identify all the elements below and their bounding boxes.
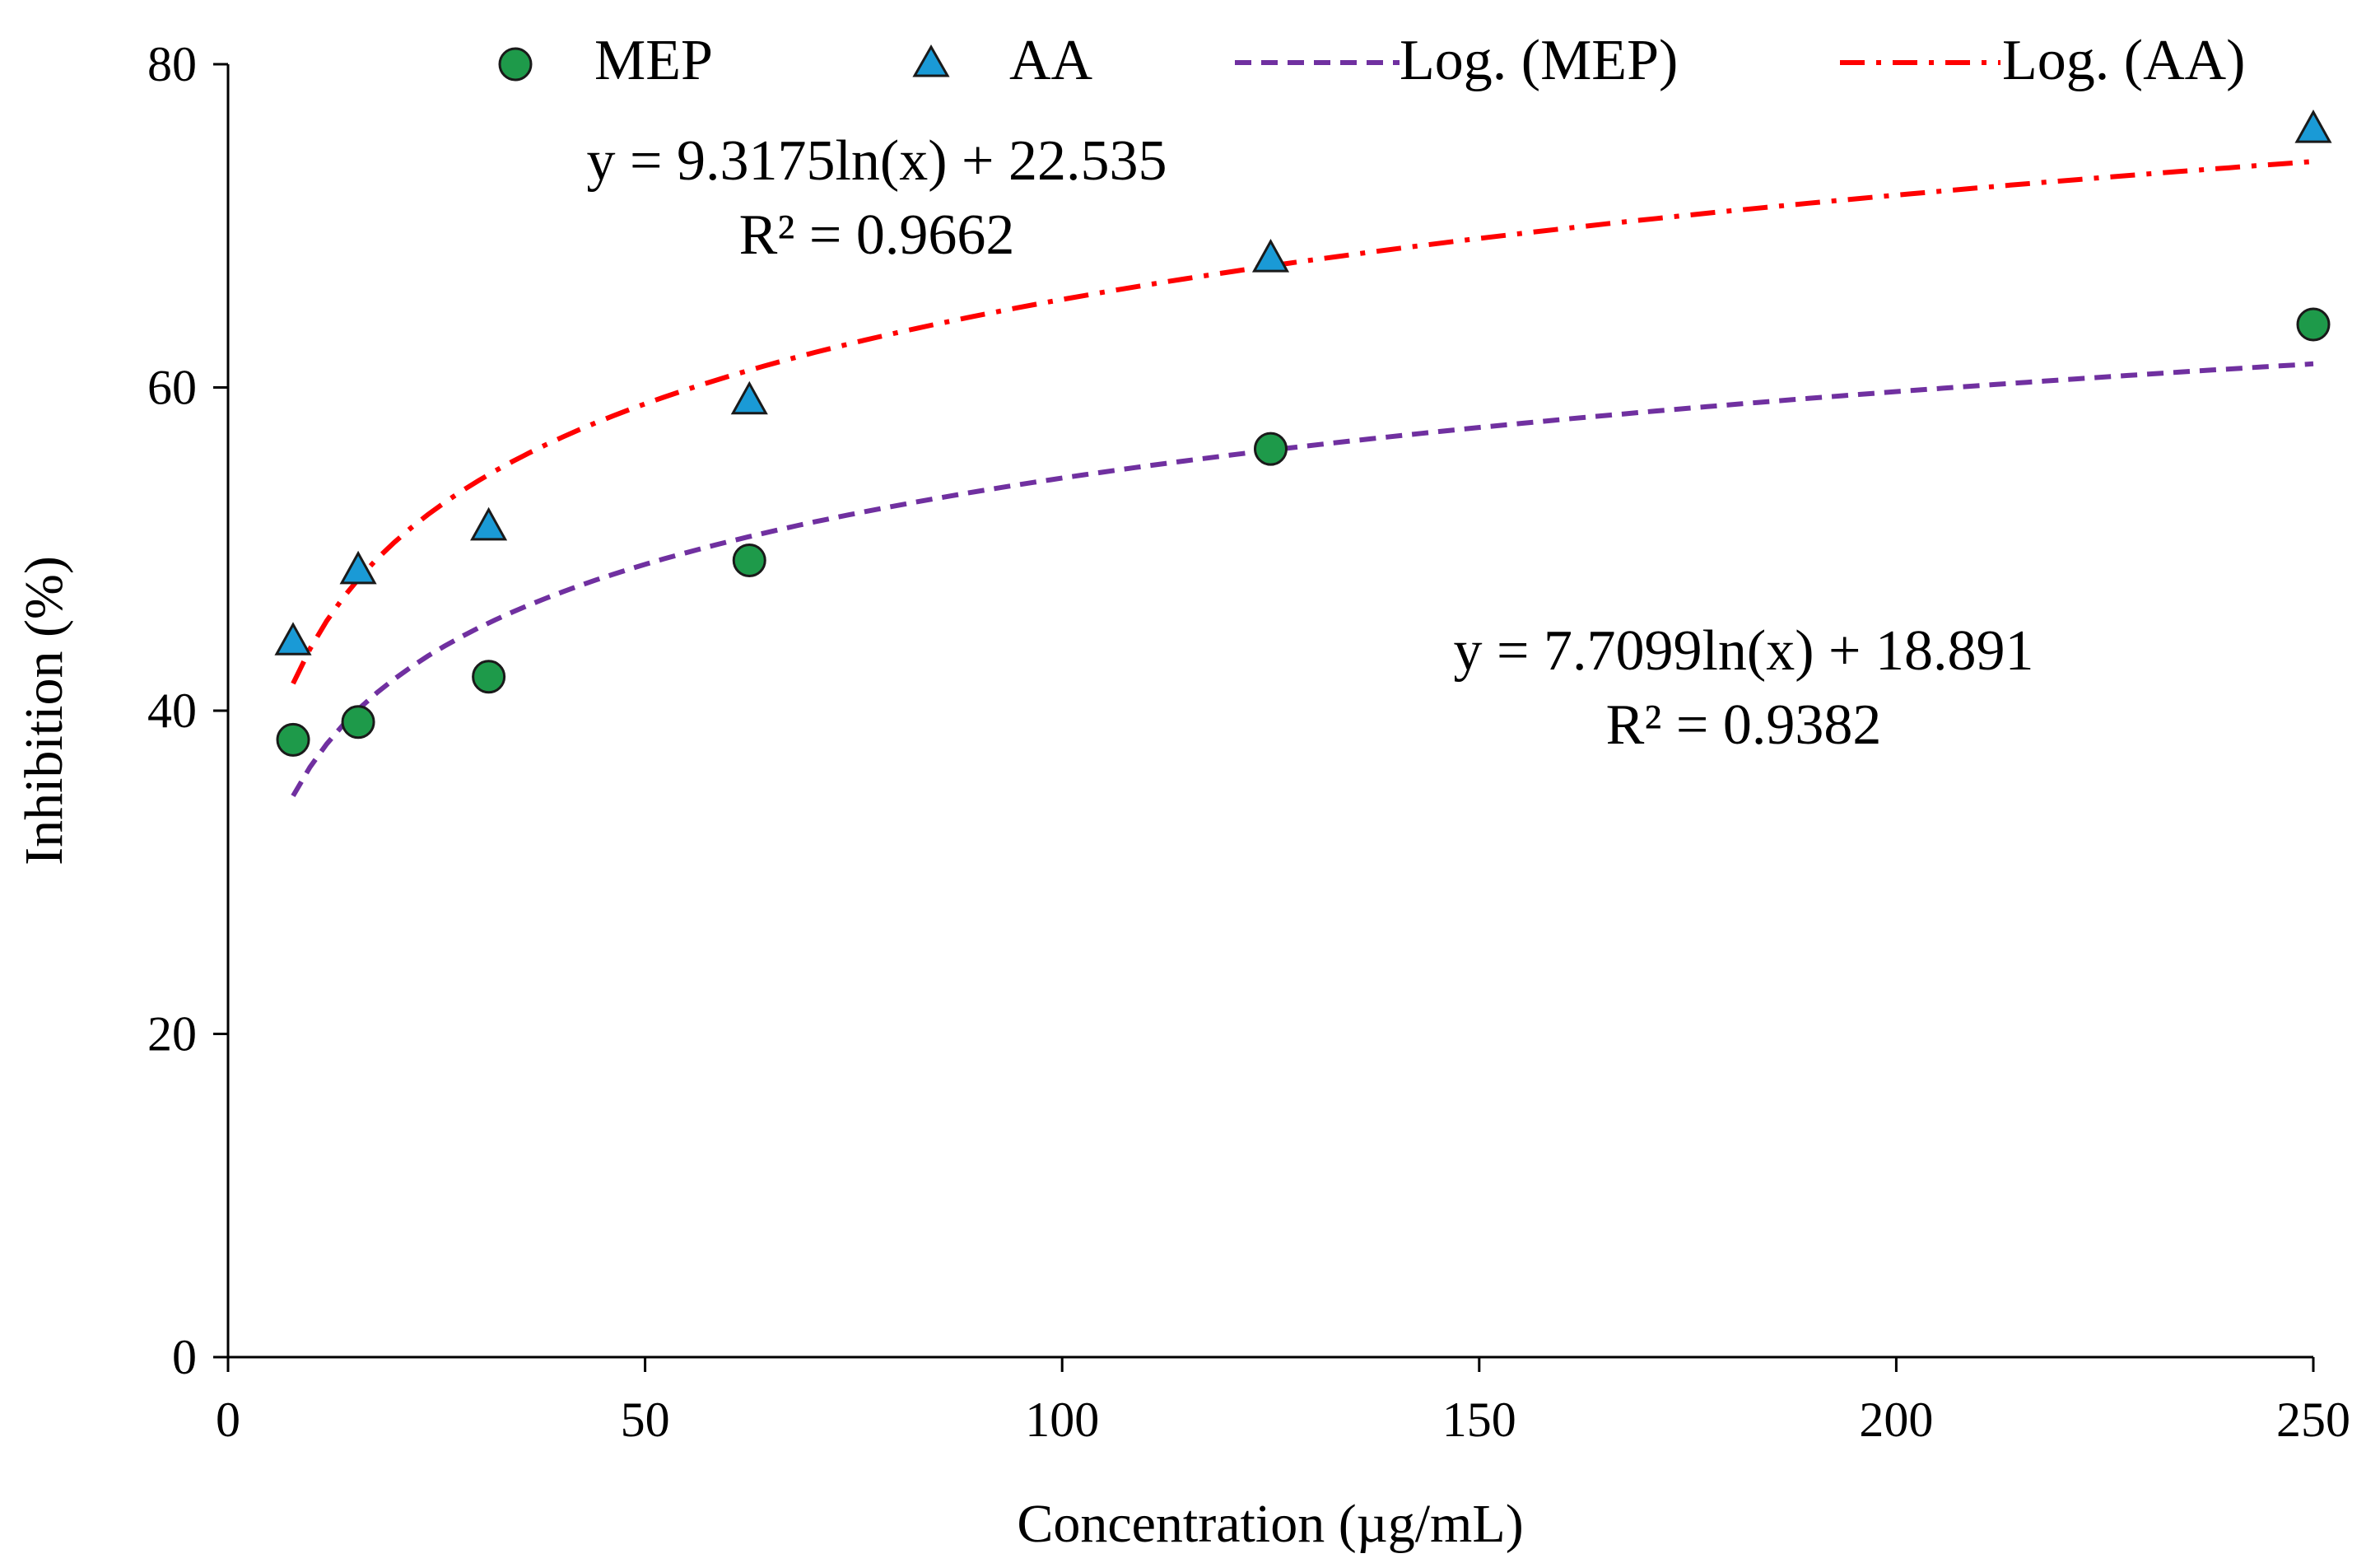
mep-data-point — [1254, 432, 1288, 466]
mep-data-point — [732, 543, 766, 577]
x-tick-label: 100 — [1025, 1393, 1099, 1447]
aa-equation: y = 9.3175ln(x) + 22.535 — [586, 129, 1167, 193]
trendline-mep — [291, 361, 2314, 798]
x-tick-label: 200 — [1859, 1393, 1933, 1447]
legend-log-mep-label: Log. (MEP) — [1400, 29, 1678, 92]
y-tick-label: 60 — [147, 361, 197, 415]
mep-data-point — [341, 705, 375, 740]
y-tick-label: 80 — [147, 37, 197, 91]
x-axis-title: Concentration (µg/mL) — [1017, 1494, 1523, 1554]
aa-data-point — [339, 550, 377, 585]
aa-data-point — [274, 622, 312, 656]
mep-data-point — [276, 722, 310, 757]
mep-r-squared: R² = 0.9382 — [1606, 693, 1882, 757]
y-tick-label: 20 — [147, 1007, 197, 1061]
legend-aa-label: AA — [1009, 29, 1093, 92]
mep-data-point — [472, 660, 506, 694]
aa-r-squared: R² = 0.9662 — [739, 203, 1015, 267]
y-tick-label: 0 — [172, 1330, 197, 1384]
mep-data-point — [2296, 307, 2331, 342]
trendline-annotations: y = 9.3175ln(x) + 22.535 R² = 0.9662 y =… — [586, 129, 2033, 757]
y-axis-title: Inhibition (%) — [14, 556, 74, 865]
x-tick-label: 0 — [216, 1393, 240, 1447]
legend-mep-label: MEP — [594, 29, 713, 92]
x-tick-label: 150 — [1442, 1393, 1516, 1447]
aa-data-point — [1251, 239, 1290, 273]
trendline-aa — [291, 159, 2314, 685]
y-tick-label: 40 — [147, 684, 197, 738]
x-tick-label: 250 — [2276, 1393, 2350, 1447]
legend-mep-marker — [498, 47, 533, 82]
legend-aa-marker — [912, 44, 950, 77]
ticks: 0 50 100 150 200 250 0 20 40 60 80 — [147, 37, 2350, 1447]
aa-data-point — [2294, 110, 2332, 143]
aa-data-point — [730, 380, 768, 415]
aa-data-point — [470, 506, 508, 541]
x-tick-label: 50 — [621, 1393, 670, 1447]
legend-log-aa-label: Log. (AA) — [2002, 29, 2245, 92]
legend: MEP AA Log. (MEP) Log. (AA) — [498, 29, 2245, 92]
mep-equation: y = 7.7099ln(x) + 18.891 — [1453, 619, 2033, 683]
data-points — [274, 110, 2332, 757]
trendlines — [291, 159, 2314, 798]
